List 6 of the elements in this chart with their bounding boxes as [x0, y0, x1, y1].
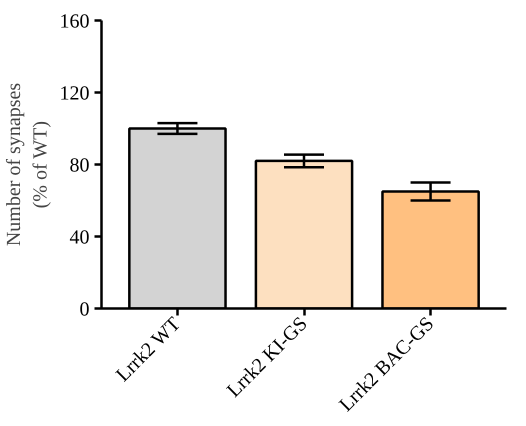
y-tick-label: 0	[80, 298, 90, 320]
y-tick-label: 40	[70, 226, 90, 248]
y-tick-label: 80	[70, 154, 90, 176]
y-tick-label: 160	[60, 10, 90, 32]
y-tick-label: 120	[60, 82, 90, 104]
y-axis-title: Number of synapses (% of WT)	[3, 82, 52, 246]
